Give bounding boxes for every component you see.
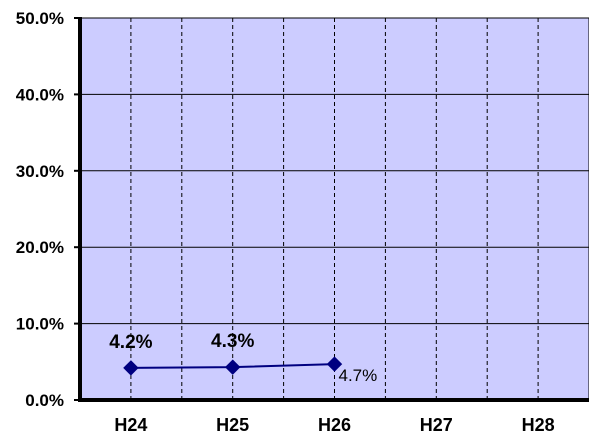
x-tick-label: H27 <box>420 415 453 434</box>
gridlines <box>80 18 589 400</box>
x-tick-label: H25 <box>216 415 249 434</box>
y-axis: 0.0% 10.0% 20.0% 30.0% 40.0% 50.0% <box>16 9 82 410</box>
x-tick-label: H26 <box>318 415 351 434</box>
data-label: 4.3% <box>211 331 254 352</box>
x-axis: H24 H25 H26 H27 H28 <box>78 398 589 434</box>
data-point-marker <box>224 359 241 375</box>
data-label: 4.7% <box>339 366 378 385</box>
data-labels: 4.2% 4.3% 4.7% <box>109 331 377 385</box>
y-tick-label: 20.0% <box>16 238 64 257</box>
y-tick-label: 10.0% <box>16 315 64 334</box>
data-label: 4.2% <box>109 332 152 353</box>
series-group <box>123 356 343 376</box>
y-tick-label: 30.0% <box>16 162 64 181</box>
data-point-marker <box>326 356 343 372</box>
y-tick-label: 50.0% <box>16 9 64 28</box>
x-tick-label: H24 <box>114 415 147 434</box>
x-tick-label: H28 <box>522 415 555 434</box>
y-tick-label: 40.0% <box>16 85 64 104</box>
y-tick-label: 0.0% <box>25 391 64 410</box>
data-point-marker <box>123 360 139 376</box>
